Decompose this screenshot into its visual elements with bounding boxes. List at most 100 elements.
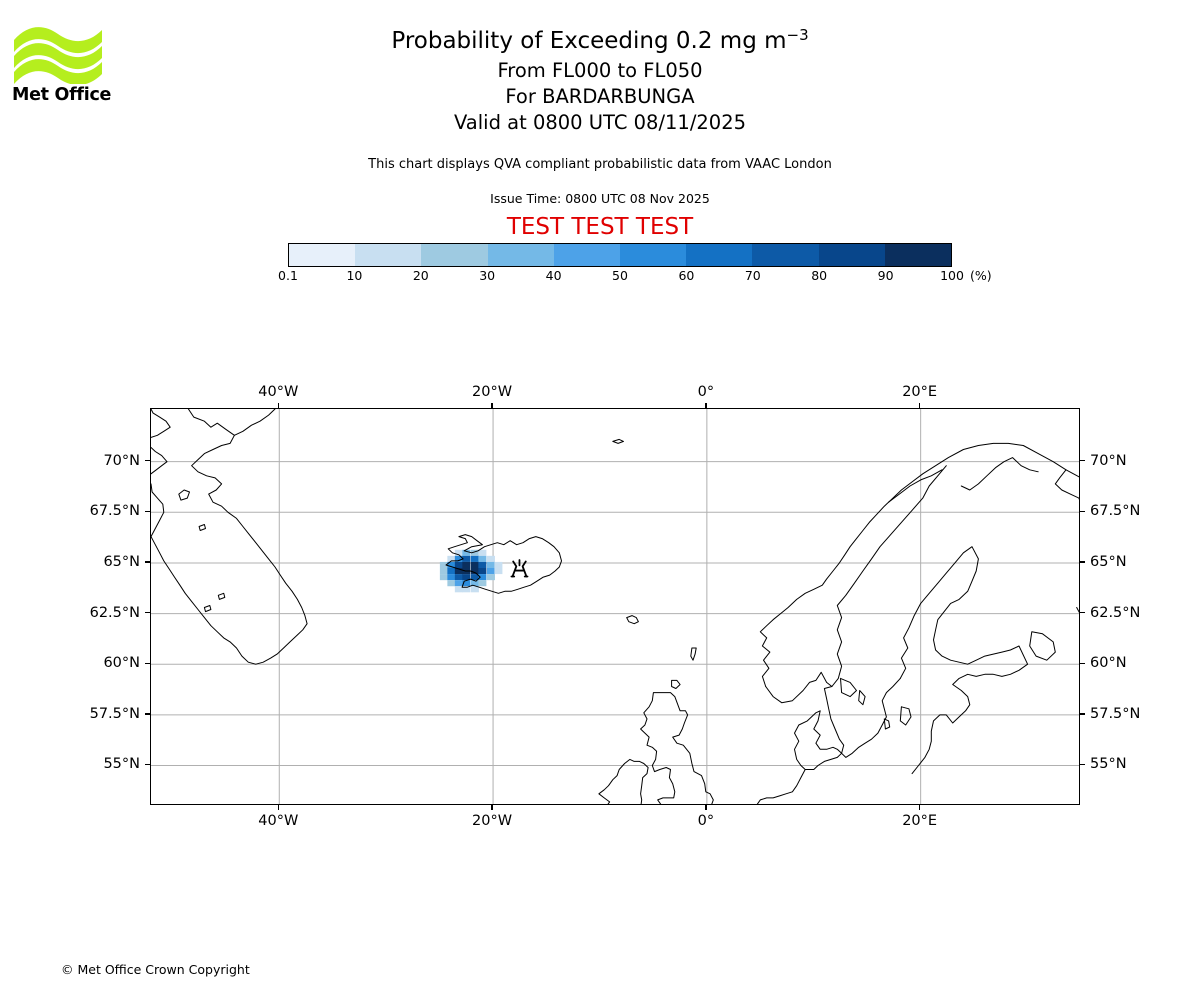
colorbar-tick-20: 20 xyxy=(412,268,429,283)
probability-cell xyxy=(462,580,471,587)
probability-cell xyxy=(462,574,471,581)
coastline-path xyxy=(671,679,681,689)
colorbar-segment-1 xyxy=(355,244,422,266)
colorbar-tick-10: 10 xyxy=(346,268,363,283)
probability-cell xyxy=(470,568,479,575)
lat-tick-left-67.5°N xyxy=(145,510,150,512)
coastline-path xyxy=(198,524,206,531)
probability-cell xyxy=(470,549,479,556)
colorbar-segment-6 xyxy=(686,244,753,266)
coastlines xyxy=(151,409,1079,804)
logo-wave-2 xyxy=(14,43,102,70)
volcano-marker-icon xyxy=(510,559,529,578)
lat-label-left-65°N: 65°N xyxy=(103,553,140,570)
coastline-path xyxy=(1076,607,1079,613)
probability-cell xyxy=(478,568,487,575)
coastline-path xyxy=(960,457,1039,491)
qva-note: This chart displays QVA compliant probab… xyxy=(368,157,832,172)
colorbar-segment-2 xyxy=(421,244,488,266)
lon-label-bottom-20°W: 20°W xyxy=(472,813,513,829)
probability-cell xyxy=(470,580,479,587)
probability-cell xyxy=(486,555,495,562)
logo-wave-3 xyxy=(14,59,102,84)
probability-cell xyxy=(478,561,487,569)
probability-cell xyxy=(470,561,479,569)
colorbar-tick-100: 100 xyxy=(940,268,964,283)
issue-time: Issue Time: 0800 UTC 08 Nov 2025 xyxy=(490,191,710,206)
coastline-path xyxy=(151,409,171,438)
lon-label-top-40°W: 40°W xyxy=(258,384,299,400)
met-office-logo: Met Office xyxy=(12,22,112,112)
colorbar-segment-9 xyxy=(884,244,952,266)
coastline-path xyxy=(626,615,639,625)
probability-cell xyxy=(462,555,471,562)
probability-cell xyxy=(454,580,463,587)
probability-cell xyxy=(478,574,487,581)
met-office-logo-text: Met Office xyxy=(12,85,112,105)
probability-cell xyxy=(462,586,471,593)
lon-label-top-20°E: 20°E xyxy=(902,384,938,400)
lon-label-top-20°W: 20°W xyxy=(472,384,513,400)
valid-time-subtitle: Valid at 0800 UTC 08/11/2025 xyxy=(453,111,747,134)
probability-cell xyxy=(494,568,503,575)
flight-level-subtitle: From FL000 to FL050 xyxy=(497,59,703,82)
colorbar-tick-70: 70 xyxy=(744,268,761,283)
lat-label-left-62.5°N: 62.5°N xyxy=(89,604,140,621)
coastline-path xyxy=(217,592,226,600)
colorbar-tick-90: 90 xyxy=(877,268,894,283)
lat-tick-right-65°N xyxy=(1080,561,1085,563)
map-frame xyxy=(150,408,1080,805)
lat-tick-left-65°N xyxy=(145,561,150,563)
coastline-path xyxy=(858,690,866,706)
lat-tick-left-70°N xyxy=(145,459,150,462)
lat-tick-right-67.5°N xyxy=(1080,510,1085,512)
lat-tick-left-57.5°N xyxy=(145,713,150,715)
lat-label-left-67.5°N: 67.5°N xyxy=(89,503,140,520)
colorbar-tick-0.1: 0.1 xyxy=(278,268,298,283)
colorbar-tick-80: 80 xyxy=(811,268,828,283)
lat-label-right-67.5°N: 67.5°N xyxy=(1090,503,1141,520)
probability-cell xyxy=(454,568,463,575)
coastline-path xyxy=(151,483,165,538)
lon-label-top-0°: 0° xyxy=(697,384,715,400)
probability-colorbar xyxy=(288,243,952,267)
coastline-path xyxy=(899,546,1029,775)
coastline-path xyxy=(794,710,843,770)
coastline-path xyxy=(690,647,697,661)
colorbar-tick-40: 40 xyxy=(545,268,562,283)
probability-cell xyxy=(486,561,495,569)
lat-label-right-70°N: 70°N xyxy=(1090,452,1127,469)
coastline-path xyxy=(1054,469,1079,500)
probability-cell xyxy=(486,568,495,575)
coastline-path xyxy=(203,605,212,613)
coastline-path xyxy=(883,718,891,730)
coastline-path xyxy=(823,677,901,758)
probability-cell xyxy=(447,580,456,587)
lat-tick-left-60°N xyxy=(145,662,150,664)
lat-tick-right-55°N xyxy=(1080,763,1085,766)
lon-tick-top-40°W xyxy=(277,403,279,408)
probability-cell xyxy=(462,549,471,556)
lat-tick-left-55°N xyxy=(145,763,150,766)
map-gridlines xyxy=(151,409,1079,804)
probability-cell xyxy=(439,574,448,581)
coastline-path xyxy=(888,469,943,503)
copyright-notice: © Met Office Crown Copyright xyxy=(61,962,250,977)
probability-cell xyxy=(470,555,479,562)
lat-tick-right-60°N xyxy=(1080,662,1085,664)
lon-tick-top-20°E xyxy=(918,403,921,408)
coastline-path xyxy=(151,447,168,475)
colorbar-segment-8 xyxy=(818,244,885,266)
lat-label-left-70°N: 70°N xyxy=(103,452,140,469)
lon-tick-bottom-20°W xyxy=(491,805,493,810)
lon-label-bottom-40°W: 40°W xyxy=(258,813,299,829)
colorbar-segment-4 xyxy=(553,244,621,266)
colorbar-segment-7 xyxy=(752,244,819,266)
probability-cell xyxy=(454,574,463,581)
lat-label-left-57.5°N: 57.5°N xyxy=(89,705,140,722)
logo-wave-1 xyxy=(14,27,102,54)
probability-cell xyxy=(447,568,456,575)
colorbar-tick-60: 60 xyxy=(678,268,695,283)
coastline-path xyxy=(640,692,714,804)
colorbar-segment-0 xyxy=(289,244,356,266)
